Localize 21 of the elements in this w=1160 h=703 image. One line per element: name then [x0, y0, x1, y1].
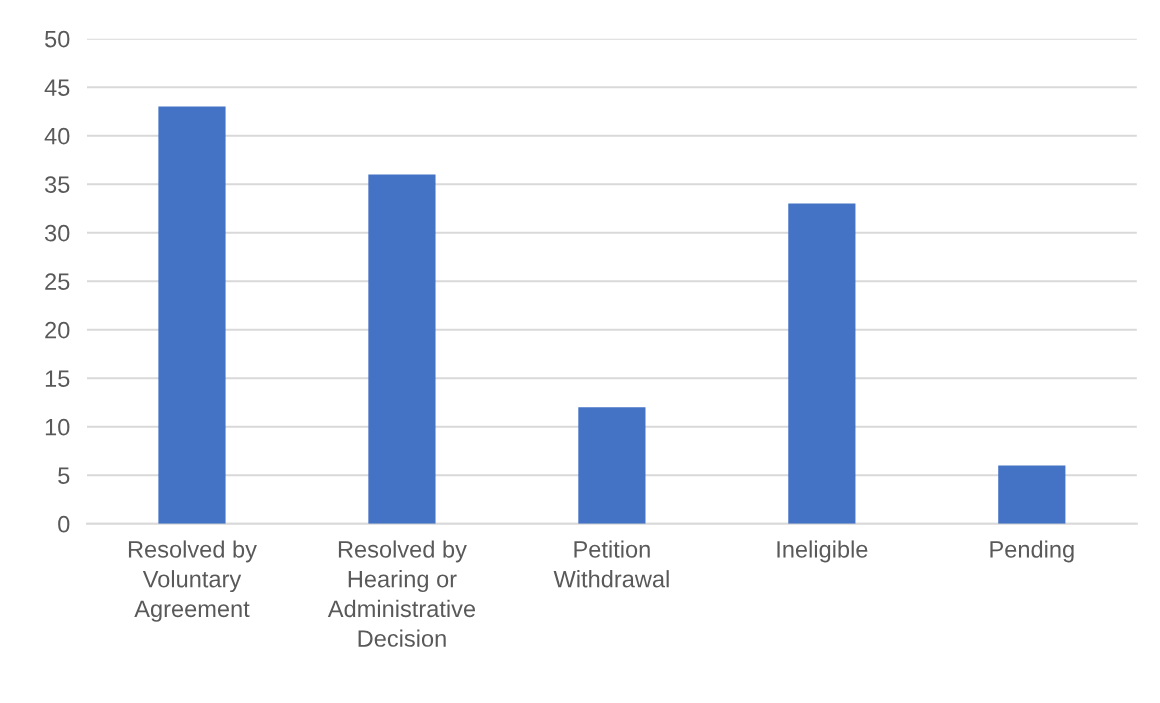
bar	[788, 203, 856, 524]
y-tick-label: 30	[44, 224, 70, 242]
y-tick-label: 35	[44, 176, 70, 193]
y-tick-label: 20	[45, 321, 70, 339]
y-tick-label: 15	[45, 370, 70, 387]
bar	[578, 407, 646, 524]
y-tick-label: 45	[44, 79, 70, 96]
x-tick-label: Pending	[990, 540, 1074, 563]
bar	[998, 465, 1066, 524]
bar	[158, 106, 226, 524]
y-tick-label: 40	[44, 127, 70, 145]
x-tick-label: Petition Withdrawal	[553, 540, 669, 588]
x-tick-label: Ineligible	[777, 540, 868, 563]
x-tick-label: Resolved by Voluntary Agreement	[128, 540, 257, 622]
y-tick-label: 10	[45, 418, 70, 436]
y-tick-label: 50	[45, 30, 70, 48]
y-tick-label: 5	[58, 467, 70, 485]
y-tick-label: 0	[58, 515, 70, 533]
bar	[368, 174, 436, 524]
y-tick-label: 25	[45, 273, 70, 290]
x-tick-label: Resolved by Hearing or Administrative Decision	[327, 540, 476, 647]
